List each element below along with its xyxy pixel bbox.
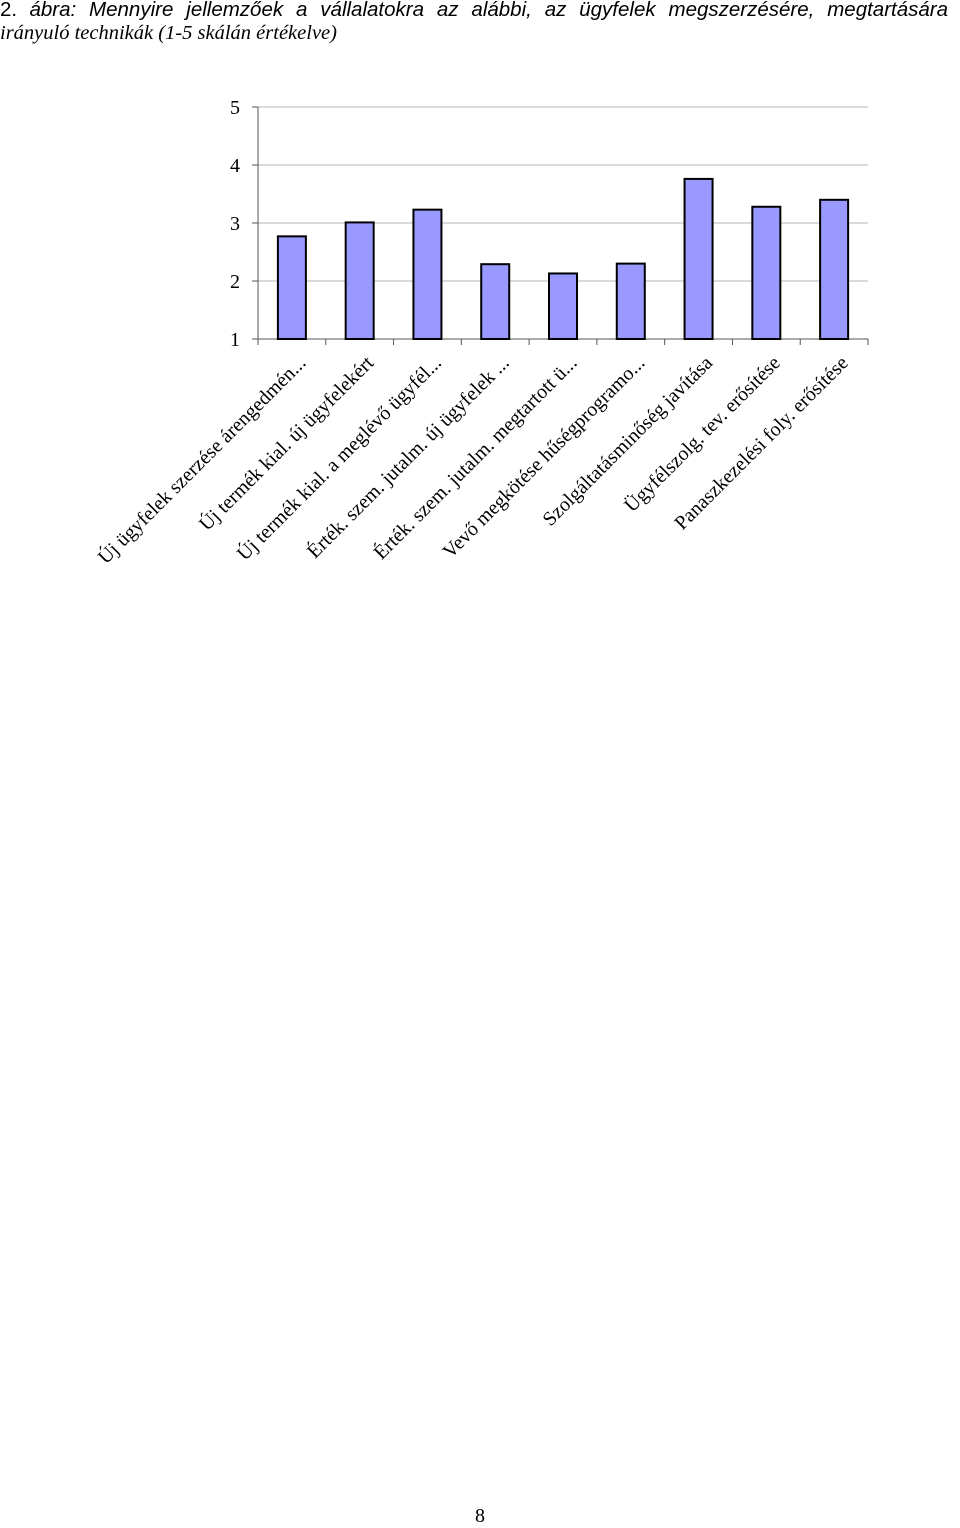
y-tick-label: 1 — [230, 329, 240, 351]
y-tick-label: 2 — [230, 271, 240, 293]
figure-caption: 2. ábra: Mennyire jellemzőek a vállalato… — [0, 0, 960, 45]
bar-chart: 1 2 3 4 5 Új ügyfelek szerzése árengedmén...… — [92, 97, 869, 569]
bar — [548, 272, 578, 340]
bar — [344, 221, 375, 340]
y-tick-label: 3 — [230, 213, 240, 235]
bar — [751, 205, 782, 340]
page-number: 8 — [475, 1505, 485, 1527]
bars — [276, 177, 850, 341]
x-tick-labels: Új ügyfelek szerzése árengedmén...Új ter… — [92, 350, 852, 568]
figure-caption-line-1: ábra: Mennyire jellemzőek a vállalatokra… — [29, 0, 949, 21]
bar — [683, 177, 714, 340]
bar — [480, 263, 511, 340]
bar — [615, 262, 646, 341]
y-tick-label: 4 — [230, 155, 240, 177]
y-tick-labels: 1 2 3 4 5 — [230, 97, 240, 351]
bar — [276, 235, 307, 340]
figure-caption-line-2: irányuló technikák (1-5 skálán értékelve… — [0, 22, 337, 44]
y-tick-label: 5 — [230, 97, 240, 119]
bar — [412, 208, 443, 340]
figure-number: 2. — [0, 0, 18, 21]
bar — [819, 198, 850, 340]
